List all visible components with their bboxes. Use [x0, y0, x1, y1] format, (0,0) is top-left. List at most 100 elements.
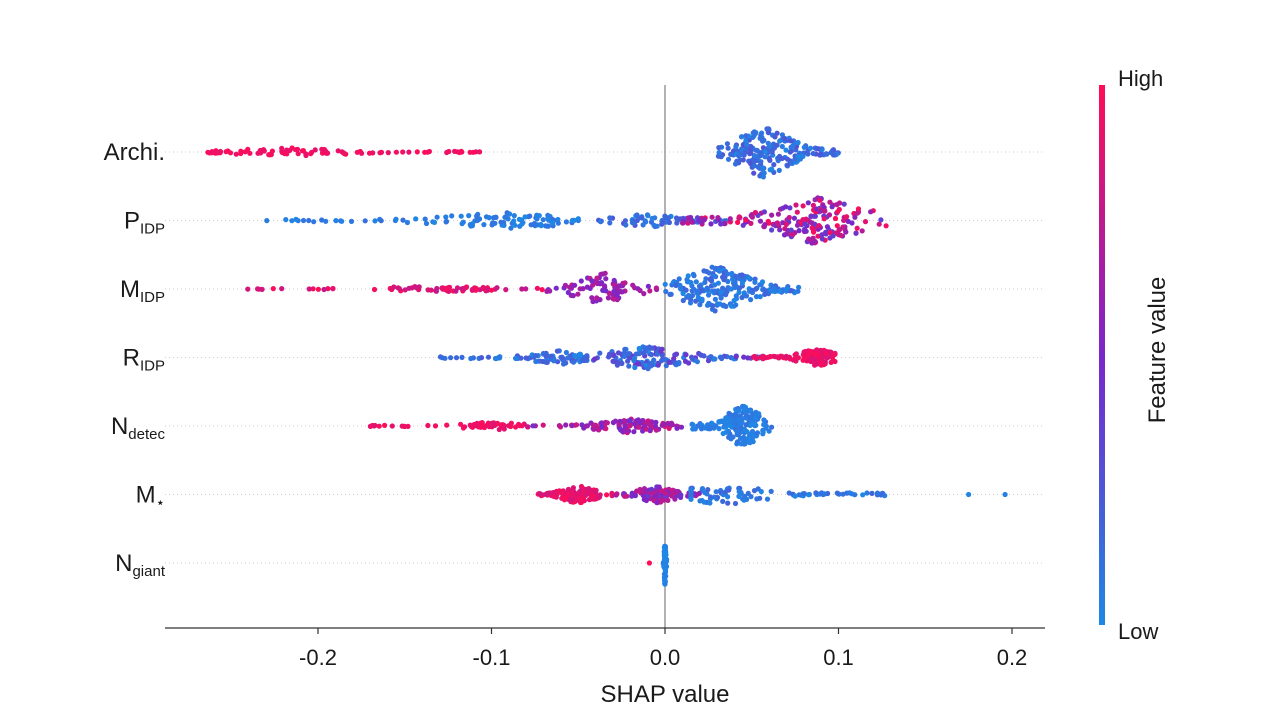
shap-point — [801, 491, 807, 497]
shap-point — [516, 216, 523, 222]
shap-point — [540, 422, 546, 428]
row-gridlines — [165, 151, 1045, 564]
shap-point — [580, 286, 586, 292]
shap-point — [788, 287, 794, 294]
shap-point — [559, 490, 565, 496]
shap-point — [414, 149, 420, 155]
shap-point — [594, 275, 600, 281]
shap-point — [413, 216, 419, 222]
shap-point — [622, 280, 628, 286]
shap-point — [658, 348, 664, 354]
shap-point — [753, 130, 759, 136]
x-axis-ticks: -0.2 -0.1 0.0 0.1 0.2 — [299, 628, 1027, 670]
shap-point — [864, 490, 870, 496]
shap-point — [537, 491, 543, 497]
shap-point — [766, 428, 772, 434]
shap-point — [719, 355, 725, 362]
shap-point — [834, 490, 840, 496]
shap-point — [659, 488, 665, 494]
shap-point — [481, 222, 487, 228]
shap-point — [673, 488, 679, 494]
shap-point — [676, 276, 682, 282]
shap-point — [572, 353, 578, 359]
shap-point — [227, 150, 234, 156]
shap-point — [757, 495, 763, 501]
shap-point — [721, 221, 728, 227]
shap-point — [434, 214, 440, 220]
shap-point — [762, 154, 768, 160]
shap-point — [680, 297, 686, 304]
shap-point — [852, 492, 858, 498]
shap-point — [466, 213, 472, 219]
shap-point — [583, 489, 589, 495]
shap-point — [543, 223, 549, 229]
shap-point — [740, 440, 746, 446]
shap-point — [599, 424, 605, 430]
shap-point — [646, 560, 653, 566]
shap-point — [626, 351, 632, 357]
shap-point — [830, 233, 836, 239]
shap-point — [439, 355, 445, 361]
shap-point — [744, 141, 750, 148]
shap-point — [752, 279, 758, 285]
shap-point — [589, 295, 595, 301]
shap-point — [783, 286, 790, 292]
shap-point — [578, 278, 584, 284]
shap-point — [654, 500, 660, 506]
shap-point — [832, 215, 839, 222]
shap-point — [739, 134, 745, 140]
colorbar-title: Feature value — [1144, 277, 1171, 424]
shap-point — [711, 356, 718, 362]
shap-point — [469, 287, 475, 293]
shap-point — [523, 355, 529, 361]
shap-point — [323, 218, 329, 224]
shap-point — [712, 296, 719, 302]
shap-point — [614, 491, 620, 497]
shap-point — [609, 490, 615, 496]
shap-point — [393, 149, 399, 155]
shap-point — [540, 217, 546, 223]
shap-point — [757, 294, 763, 300]
shap-point — [640, 489, 646, 495]
shap-point — [695, 423, 701, 429]
shap-point — [739, 280, 746, 286]
shap-point — [602, 270, 608, 276]
shap-point — [359, 150, 365, 156]
shap-point — [819, 146, 825, 153]
shap-point — [662, 567, 669, 573]
shap-point — [371, 286, 378, 293]
shap-point — [697, 498, 703, 504]
shap-point — [733, 302, 739, 308]
shap-point — [853, 230, 859, 236]
shap-point — [769, 288, 775, 294]
shap-point — [622, 353, 628, 359]
shap-point — [496, 426, 502, 433]
feature-label: PIDP — [124, 208, 165, 238]
shap-point — [443, 214, 449, 220]
shap-point — [520, 220, 526, 226]
shap-point — [348, 218, 355, 224]
shap-point — [779, 353, 785, 359]
shap-point — [619, 289, 625, 295]
shap-point — [270, 286, 276, 292]
shap-point — [666, 219, 673, 226]
shap-point — [490, 220, 496, 226]
shap-point — [551, 493, 557, 499]
shap-point — [444, 149, 450, 156]
shap-point — [690, 426, 696, 432]
shap-point — [645, 213, 651, 219]
shap-point — [760, 174, 767, 180]
shap-point — [769, 227, 775, 233]
shap-point — [819, 236, 825, 242]
shap-point — [458, 213, 464, 219]
shap-point — [841, 217, 847, 223]
shap-point — [612, 418, 619, 424]
shap-point — [688, 280, 694, 286]
shap-point — [742, 409, 748, 415]
shap-point — [569, 490, 575, 496]
shap-point — [577, 351, 584, 357]
shap-point — [829, 204, 835, 210]
shap-point — [685, 292, 692, 299]
shap-point — [289, 218, 295, 224]
shap-point — [653, 285, 660, 291]
